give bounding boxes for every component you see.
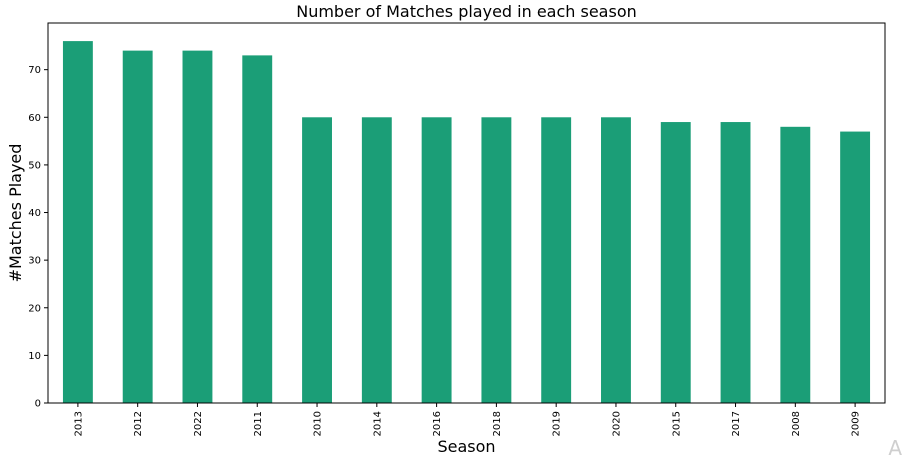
x-tick-label: 2018 [492,411,503,436]
bars-group [62,41,871,404]
x-tick-label: 2022 [193,411,204,436]
y-tick-label: 50 [28,160,41,171]
chart-title: Number of Matches played in each season [296,2,637,21]
y-axis-ticks: 0 10 20 30 40 50 60 70 [28,65,48,410]
bar-2015 [660,122,691,404]
watermark-letter: A [888,436,902,460]
bar-2009 [840,131,871,404]
x-tick-label: 2016 [432,411,443,436]
bar-2011 [242,55,273,403]
y-tick-label: 30 [28,256,41,267]
x-tick-label: 2010 [313,411,324,436]
y-tick-label: 40 [28,208,41,219]
x-tick-label: 2015 [671,411,682,436]
y-tick-label: 0 [35,399,41,410]
plot-frame [47,22,886,404]
x-tick-label: 2012 [133,411,144,436]
y-tick-label: 10 [28,351,41,362]
bar-2020 [601,117,631,404]
bar-2013 [62,41,93,403]
bar-2010 [302,117,332,404]
x-tick-label: 2014 [372,411,383,436]
x-tick-label: 2019 [552,411,563,436]
bar-2016 [421,117,452,404]
x-axis-label: Season [437,437,495,456]
x-tick-label: 2017 [731,411,742,436]
bar-2022 [182,50,213,403]
y-tick-label: 60 [28,113,41,124]
x-tick-label: 2009 [851,411,862,436]
bar-2012 [122,50,153,403]
y-tick-label: 20 [28,303,41,314]
x-tick-label: 2013 [73,411,84,436]
x-axis-ticks: 2013 2012 2022 2011 2010 2014 2016 2018 2019 2020… [73,403,862,436]
x-tick-label: 2011 [253,411,264,436]
bar-2017 [720,122,751,404]
bar-2008 [780,126,811,404]
x-tick-label: 2008 [791,411,802,436]
bar-2019 [541,117,572,404]
y-tick-label: 70 [28,65,41,76]
y-axis-label: #Matches Played [6,144,25,283]
bar-2018 [481,117,512,404]
x-tick-label: 2020 [611,411,622,436]
bar-2014 [361,117,392,404]
